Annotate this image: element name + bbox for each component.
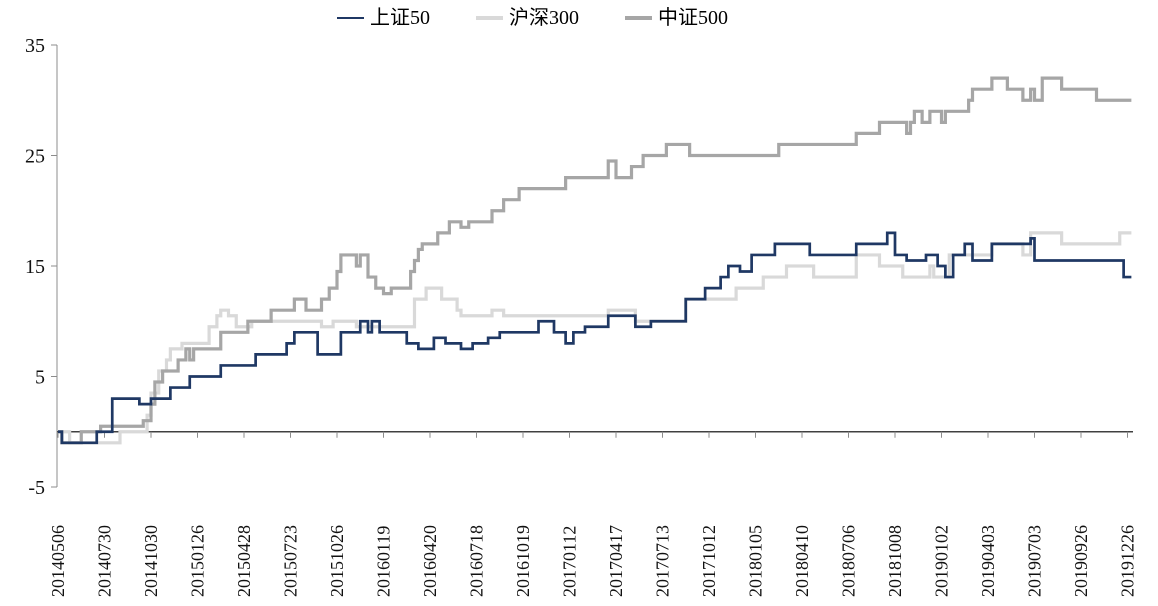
x-tick-label: 20160420 bbox=[420, 525, 440, 597]
x-tick-label: 20150126 bbox=[188, 525, 208, 597]
y-tick-label: -5 bbox=[28, 477, 45, 499]
y-tick-label: 35 bbox=[25, 35, 45, 57]
x-tick-label: 20180706 bbox=[839, 525, 859, 597]
x-tick-label: 20161019 bbox=[513, 525, 533, 597]
legend-item-上证50: 上证50 bbox=[337, 8, 430, 28]
x-tick-label: 20191226 bbox=[1118, 525, 1138, 597]
x-tick-label: 20180105 bbox=[746, 525, 766, 597]
x-tick-label: 20190703 bbox=[1025, 525, 1045, 597]
y-tick-label: 5 bbox=[35, 367, 45, 389]
x-tick-label: 20181008 bbox=[885, 525, 905, 597]
series-line-中证500 bbox=[58, 76, 1132, 445]
legend-label: 沪深300 bbox=[509, 7, 579, 29]
x-tick-label: 20150723 bbox=[281, 525, 301, 597]
x-tick-label: 20190926 bbox=[1071, 525, 1091, 597]
y-tick-label: 15 bbox=[25, 256, 45, 278]
x-tick-label: 20150428 bbox=[234, 525, 254, 597]
legend-label: 上证50 bbox=[370, 7, 430, 29]
x-tick-label: 20180410 bbox=[792, 525, 812, 597]
x-tick-label: 20151026 bbox=[327, 525, 347, 597]
x-tick-label: 20190102 bbox=[932, 525, 952, 597]
x-tick-label: 20140506 bbox=[48, 525, 68, 597]
series-line-上证50 bbox=[58, 231, 1132, 445]
x-tick-label: 20140730 bbox=[95, 525, 115, 597]
x-tick-label: 20170713 bbox=[653, 525, 673, 597]
legend-line-swatch bbox=[476, 16, 503, 20]
x-tick-label: 20170417 bbox=[606, 525, 626, 597]
legend-item-沪深300: 沪深300 bbox=[476, 8, 579, 28]
series-line-沪深300 bbox=[58, 231, 1132, 445]
x-tick-label: 20160119 bbox=[374, 526, 394, 597]
x-tick-label: 20170112 bbox=[560, 526, 580, 597]
legend-line-swatch bbox=[337, 16, 364, 20]
x-tick-label: 20171012 bbox=[699, 525, 719, 597]
y-tick-label: 25 bbox=[25, 146, 45, 168]
x-tick-label: 20190403 bbox=[978, 525, 998, 597]
x-tick-label: 20160718 bbox=[467, 525, 487, 597]
legend-item-中证500: 中证500 bbox=[625, 8, 728, 28]
legend-line-swatch bbox=[625, 16, 652, 20]
legend: 上证50 沪深300 中证500 bbox=[337, 8, 728, 28]
legend-label: 中证500 bbox=[658, 7, 728, 29]
x-tick-label: 20141030 bbox=[141, 525, 161, 597]
